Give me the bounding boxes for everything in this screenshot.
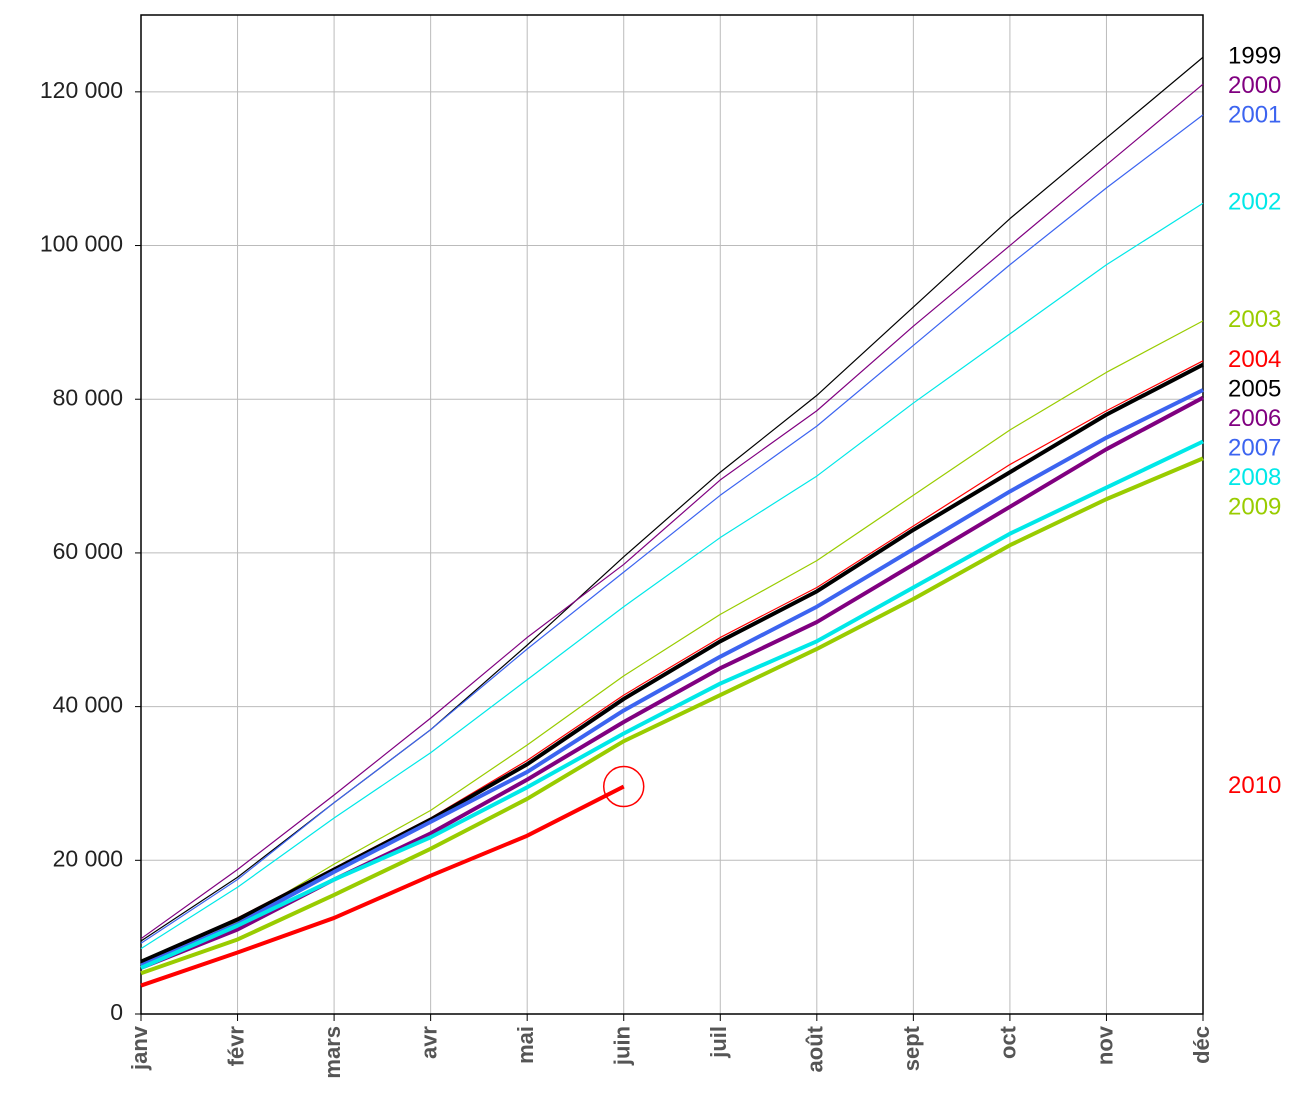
x-tick-label: juil [706,1026,731,1059]
x-tick-label: oct [996,1025,1021,1059]
x-tick-label: août [803,1025,828,1072]
legend-label: 2005 [1228,376,1281,403]
x-tick-label: juin [610,1026,635,1066]
legend-label: 2002 [1228,189,1281,216]
y-tick-label: 80 000 [53,384,123,410]
series-line [140,388,1204,968]
x-tick-label: févr [223,1026,248,1067]
legend-label: 2003 [1228,306,1281,333]
x-tick-label: janv [127,1025,152,1071]
highlight-circle [602,765,645,808]
y-tick-label: 100 000 [40,231,123,257]
plot-frame [140,14,1204,1015]
x-tick-label: sept [899,1025,924,1071]
x-tick-label: mars [320,1026,345,1079]
legend-label: 2006 [1228,405,1281,432]
legend-label: 2009 [1228,494,1281,521]
y-tick-label: 120 000 [40,77,123,103]
legend-label: 2004 [1228,346,1281,373]
x-tick-label: avr [416,1026,441,1059]
series-line [140,83,1204,940]
series-line [140,114,1204,944]
x-tick-label: déc [1189,1026,1214,1064]
series-line [140,56,1204,942]
legend-label: 1999 [1228,43,1281,70]
legend-label: 2010 [1228,772,1281,799]
legend-label: 2008 [1228,464,1281,491]
series-line [140,456,1204,976]
series-line [140,439,1204,970]
y-tick-label: 40 000 [53,692,123,718]
legend-label: 2001 [1228,102,1281,129]
x-tick-label: mai [513,1026,538,1064]
series-line [140,202,1204,950]
series-line [140,784,625,988]
series-line [140,320,1204,961]
x-tick-label: nov [1092,1025,1117,1065]
legend-label: 2007 [1228,435,1281,462]
y-tick-label: 0 [110,999,123,1025]
legend-label: 2000 [1228,72,1281,99]
series-line [140,362,1204,964]
y-tick-label: 20 000 [53,845,123,871]
y-tick-label: 60 000 [53,538,123,564]
